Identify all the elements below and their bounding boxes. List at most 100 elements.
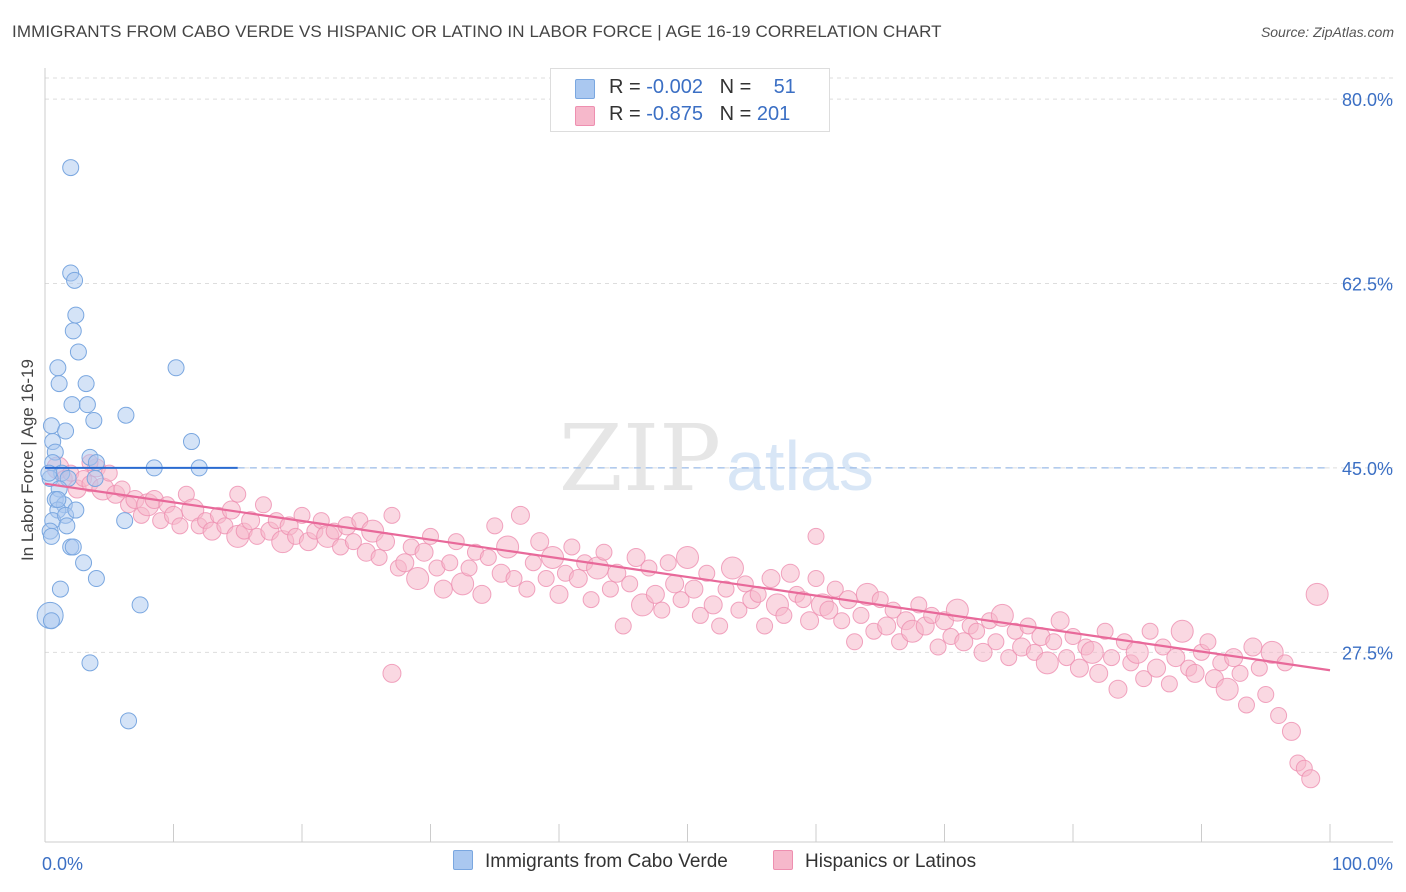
pink-point <box>756 617 774 635</box>
pink-point <box>376 532 396 552</box>
pink-point <box>1125 640 1149 664</box>
legend-swatch-blue <box>575 79 595 99</box>
pink-point <box>826 580 844 598</box>
blue-point <box>49 491 67 509</box>
blue-point <box>69 343 87 361</box>
pink-point <box>852 606 870 624</box>
pink-point <box>1141 622 1159 640</box>
pink-trend-line <box>44 482 1331 672</box>
pink-point <box>607 563 627 583</box>
pink-point <box>653 601 671 619</box>
blue-point <box>75 554 93 572</box>
pink-point <box>846 633 864 651</box>
bottom-legend-swatch-pink <box>773 850 793 870</box>
blue-point <box>49 359 67 377</box>
blue-point <box>86 469 104 487</box>
pink-point <box>676 545 699 569</box>
y-tick-label-2: 45.0% <box>1342 459 1393 479</box>
watermark-zip: ZIP <box>559 405 721 512</box>
pink-point <box>659 554 677 572</box>
pink-point <box>1215 677 1239 701</box>
pink-point <box>1250 659 1268 677</box>
blue-point <box>81 654 99 672</box>
pink-point <box>645 584 665 604</box>
pink-point <box>1170 619 1194 643</box>
pink-point <box>1237 696 1255 714</box>
pink-point <box>395 553 415 573</box>
pink-point <box>510 505 530 525</box>
pink-point <box>1135 670 1153 688</box>
pink-point <box>775 606 793 624</box>
pink-point <box>720 556 744 580</box>
pink-point <box>582 591 600 609</box>
pink-point <box>1000 649 1018 667</box>
pink-point <box>1096 622 1114 640</box>
blue-point <box>42 527 60 545</box>
pink-point <box>626 547 646 567</box>
blue-point <box>67 306 85 324</box>
pink-point <box>524 554 542 572</box>
pink-point <box>414 542 434 562</box>
pink-point <box>684 579 704 599</box>
blue-point <box>62 159 80 177</box>
pink-point <box>819 600 839 620</box>
blue-point <box>120 712 138 730</box>
blue-point <box>51 580 69 598</box>
blue-point <box>64 538 82 556</box>
pink-point <box>472 584 492 604</box>
pink-point <box>1305 582 1329 606</box>
pink-point <box>171 517 189 535</box>
pink-point <box>1160 675 1178 693</box>
pink-point <box>1231 664 1249 682</box>
pink-point <box>344 533 362 551</box>
bottom-legend-pink: Hispanics or Latinos <box>773 850 976 873</box>
blue-point <box>66 271 84 289</box>
pink-point <box>1064 628 1082 646</box>
pink-point <box>406 567 430 591</box>
pink-point <box>987 633 1005 651</box>
pink-point <box>954 632 974 652</box>
pink-point <box>383 506 401 524</box>
blue-point <box>63 396 81 414</box>
pink-point <box>807 570 825 588</box>
pink-point <box>665 574 685 594</box>
pink-point <box>254 496 272 514</box>
pink-point <box>601 580 619 598</box>
pink-point <box>877 616 897 636</box>
pink-point <box>1301 769 1321 789</box>
y-tick-label-0: 80.0% <box>1342 90 1393 110</box>
pink-point <box>441 554 459 572</box>
pink-point <box>460 559 478 577</box>
pink-point <box>794 591 812 609</box>
pink-point <box>530 532 550 552</box>
trend-lines <box>44 466 1331 672</box>
blue-point <box>85 411 103 429</box>
pink-point <box>698 564 716 582</box>
blue-point <box>87 570 105 588</box>
pink-point <box>761 569 781 589</box>
pink-point <box>537 570 555 588</box>
pink-point <box>486 517 504 535</box>
y-tick-label-1: 62.5% <box>1342 274 1393 294</box>
stats-legend: R = -0.002 N = 51 R = -0.875 N = 201 <box>550 68 830 132</box>
pink-point <box>370 548 388 566</box>
blue-point <box>64 322 82 340</box>
blue-points <box>36 159 208 730</box>
pink-point <box>640 559 658 577</box>
chart-source: Source: ZipAtlas.com <box>1260 24 1394 40</box>
pink-point <box>113 480 131 498</box>
pink-point <box>1089 663 1109 683</box>
watermark: ZIP atlas <box>559 405 874 512</box>
pink-point <box>1270 707 1288 725</box>
pink-point <box>595 543 613 561</box>
blue-point <box>50 375 68 393</box>
pink-point <box>505 570 523 588</box>
pink-point <box>929 638 947 656</box>
legend-text-blue: R = -0.002 N = 51 <box>609 76 796 98</box>
blue-point <box>117 406 135 424</box>
pink-point <box>717 580 735 598</box>
pink-point <box>1185 663 1205 683</box>
x-tick-label-1: 100.0% <box>1332 854 1393 874</box>
pink-point <box>807 527 825 545</box>
bottom-legend-label-pink: Hispanics or Latinos <box>805 851 977 872</box>
